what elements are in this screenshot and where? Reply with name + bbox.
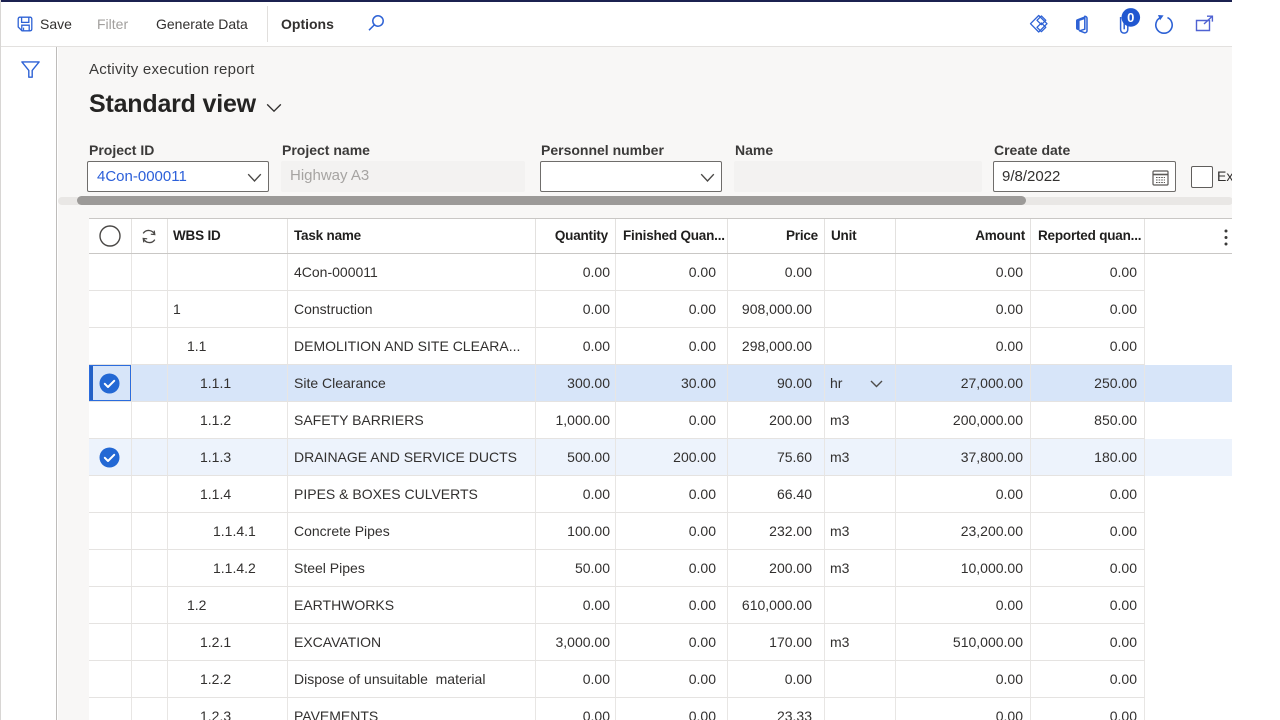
svg-text:0: 0 [1127,10,1134,25]
